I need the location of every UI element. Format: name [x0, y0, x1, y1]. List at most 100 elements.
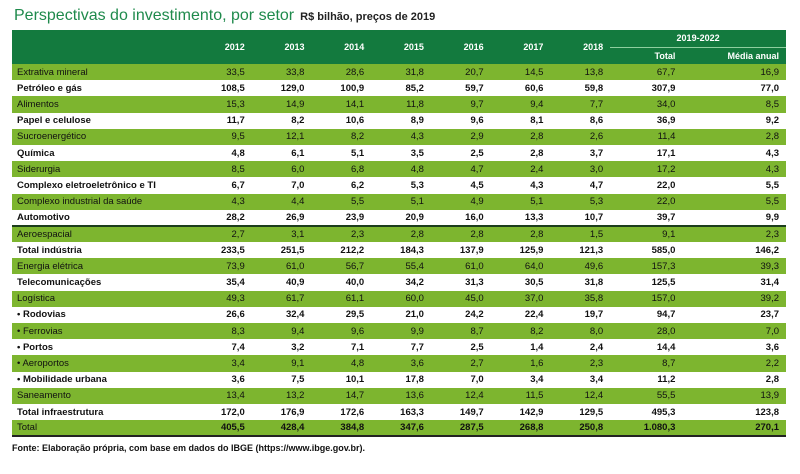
value-cell: 2,4: [490, 161, 551, 178]
value-cell: 39,7: [610, 209, 683, 226]
value-cell: 59,7: [430, 80, 491, 97]
value-cell: 142,9: [490, 403, 551, 421]
value-cell: 2,3: [682, 224, 786, 243]
group-column-header: Média anual: [682, 47, 786, 64]
row-label: Aeroespacial: [12, 224, 192, 243]
value-cell: 2,8: [682, 128, 786, 145]
value-cell: 1,6: [490, 355, 551, 372]
value-cell: 6,0: [251, 161, 312, 178]
value-cell: 16,9: [682, 64, 786, 81]
value-cell: 77,0: [682, 80, 786, 97]
row-label: Extrativa mineral: [12, 64, 192, 81]
row-label: Saneamento: [12, 387, 192, 404]
value-cell: 49,6: [550, 258, 611, 275]
title-text: Perspectivas do investimento, por setor: [14, 7, 295, 24]
value-cell: 9,6: [430, 112, 491, 129]
value-cell: 4,3: [371, 128, 431, 145]
value-cell: 307,9: [610, 80, 683, 97]
group-header: 2019-2022: [610, 30, 786, 48]
value-cell: 384,8: [311, 420, 372, 438]
value-cell: 8,2: [251, 112, 312, 129]
table-row: Alimentos 15,3 14,9 14,1 11,8 9,7 9,4 7,7 34,0 8,…: [12, 96, 786, 113]
table-title: Perspectivas do investimento, por setor R…: [14, 6, 786, 30]
value-cell: 129,5: [550, 403, 611, 421]
value-cell: 2,8: [490, 128, 551, 145]
value-cell: 9,7: [430, 96, 491, 113]
value-cell: 4,7: [550, 177, 611, 194]
value-cell: 73,9: [192, 258, 252, 275]
value-cell: 10,7: [550, 209, 611, 226]
value-cell: 2,8: [430, 224, 491, 243]
value-cell: 15,3: [192, 96, 252, 113]
value-cell: 5,5: [311, 193, 372, 210]
row-label: Total: [12, 420, 192, 438]
value-cell: 8,5: [682, 96, 786, 113]
table-row: • Portos 7,4 3,2 7,1 7,7 2,5 1,4 2,4 14,4 3,6: [12, 339, 786, 356]
value-cell: 176,9: [251, 403, 312, 421]
row-label: Química: [12, 144, 192, 162]
value-cell: 9,1: [610, 224, 683, 243]
value-cell: 17,2: [610, 161, 683, 178]
value-cell: 28,2: [192, 209, 252, 226]
value-cell: 30,5: [490, 274, 551, 291]
row-label: Total indústria: [12, 242, 192, 259]
value-cell: 13,6: [371, 387, 431, 404]
value-cell: 40,0: [311, 274, 372, 291]
value-cell: 14,4: [610, 339, 683, 356]
value-cell: 9,9: [682, 209, 786, 226]
value-cell: 184,3: [371, 242, 431, 259]
value-cell: 14,5: [490, 64, 551, 81]
value-cell: 347,6: [371, 420, 431, 438]
value-cell: 12,1: [251, 128, 312, 145]
value-cell: 55,4: [371, 258, 431, 275]
value-cell: 7,0: [430, 371, 491, 388]
value-cell: 21,0: [371, 306, 431, 323]
value-cell: 49,3: [192, 290, 252, 307]
value-cell: 233,5: [192, 242, 252, 259]
value-cell: 61,0: [430, 258, 491, 275]
value-cell: 495,3: [610, 403, 683, 421]
value-cell: 31,8: [371, 64, 431, 81]
value-cell: 7,4: [192, 339, 252, 356]
value-cell: 85,2: [371, 80, 431, 97]
value-cell: 5,1: [371, 193, 431, 210]
value-cell: 2,8: [490, 224, 551, 243]
value-cell: 2,8: [371, 224, 431, 243]
table-row: Total indústria 233,5 251,5 212,2 184,3 137,9…: [12, 242, 786, 259]
value-cell: 3,4: [550, 371, 611, 388]
value-cell: 28,0: [610, 323, 683, 340]
value-cell: 8,2: [490, 323, 551, 340]
column-header-2016: 2016: [430, 30, 491, 64]
value-cell: 9,1: [251, 355, 312, 372]
table-row: Sucroenergético 9,5 12,1 8,2 4,3 2,9 2,8 2,6 11,…: [12, 128, 786, 145]
value-cell: 35,8: [550, 290, 611, 307]
value-cell: 405,5: [192, 420, 252, 438]
value-cell: 287,5: [430, 420, 491, 438]
table-row: Papel e celulose 11,7 8,2 10,6 8,9 9,6 8,1 8,6 3…: [12, 112, 786, 129]
header-blank: [12, 47, 192, 64]
value-cell: 10,6: [311, 112, 372, 129]
value-cell: 7,5: [251, 371, 312, 388]
value-cell: 3,2: [251, 339, 312, 356]
value-cell: 123,8: [682, 403, 786, 421]
value-cell: 9,5: [192, 128, 252, 145]
value-cell: 20,9: [371, 209, 431, 226]
value-cell: 8,5: [192, 161, 252, 178]
value-cell: 172,0: [192, 403, 252, 421]
value-cell: 23,9: [311, 209, 372, 226]
table-row: Petróleo e gás 108,5 129,0 100,9 85,2 59,7 60,…: [12, 80, 786, 97]
table-row: Total infraestrutura 172,0 176,9 172,6 163,3…: [12, 403, 786, 421]
value-cell: 10,1: [311, 371, 372, 388]
table-row: Química 4,8 6,1 5,1 3,5 2,5 2,8 3,7 17,1 4,3: [12, 144, 786, 162]
source-footer: Fonte: Elaboração própria, com base em d…: [12, 443, 366, 454]
value-cell: 29,5: [311, 306, 372, 323]
value-cell: 8,7: [610, 355, 683, 372]
subheader-row: Total Média anual: [12, 47, 786, 64]
value-cell: 100,9: [311, 80, 372, 97]
value-cell: 12,4: [550, 387, 611, 404]
value-cell: 6,7: [192, 177, 252, 194]
value-cell: 61,0: [251, 258, 312, 275]
value-cell: 11,4: [610, 128, 683, 145]
value-cell: 3,6: [192, 371, 252, 388]
value-cell: 60,6: [490, 80, 551, 97]
